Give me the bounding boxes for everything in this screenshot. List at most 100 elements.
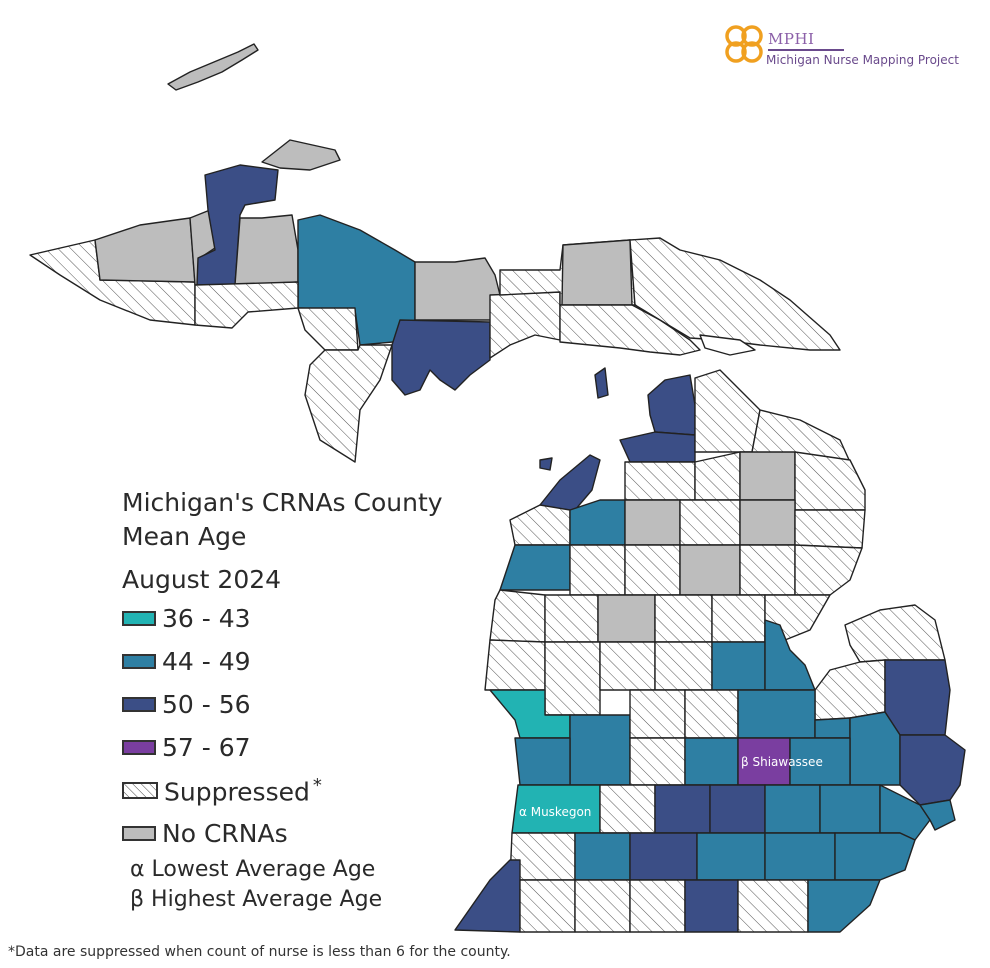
legend-note-highest: β Highest Average Age xyxy=(130,887,383,912)
county-menominee xyxy=(304,344,393,463)
legend-label: 57 - 67 xyxy=(162,733,251,762)
legend-note-lowest: α Lowest Average Age xyxy=(130,857,376,882)
legend-title: Michigan's CRNAs County Mean Age xyxy=(122,488,443,551)
county-newaygo xyxy=(544,641,601,716)
county-barry xyxy=(654,784,711,834)
county-huron xyxy=(844,604,946,663)
county-baraga xyxy=(234,214,299,286)
county-delta xyxy=(391,319,491,396)
county-allegan xyxy=(599,784,656,834)
county-saginaw xyxy=(737,689,816,739)
county-emmet xyxy=(647,374,696,436)
county-macomb xyxy=(919,799,956,831)
map-label-lowest: α Muskegon xyxy=(519,805,591,819)
island-drummond xyxy=(699,334,756,356)
county-mecosta xyxy=(599,641,656,691)
county-clare xyxy=(654,594,713,643)
county-kalamazoo xyxy=(574,832,631,881)
logo-divider xyxy=(768,49,844,51)
legend-swatch xyxy=(122,826,156,841)
county-iosco xyxy=(794,544,863,596)
county-keweenaw-tip xyxy=(261,139,341,171)
island-north-fox xyxy=(539,457,553,471)
county-ottawa xyxy=(514,737,571,786)
county-sanilac xyxy=(884,659,951,736)
county-lake xyxy=(544,594,599,643)
county-washtenaw xyxy=(764,832,836,881)
map-legend: Michigan's CRNAs County Mean Age August … xyxy=(122,486,482,915)
county-montmorency xyxy=(739,451,796,501)
logo-name: MPHI xyxy=(768,30,815,48)
county-gratiot xyxy=(629,689,686,739)
county-alcona xyxy=(794,509,866,549)
island-beaver xyxy=(594,367,609,399)
legend-swatch xyxy=(122,611,156,626)
county-wexford xyxy=(569,544,626,596)
county-tuscola xyxy=(814,659,886,721)
legend-label: 44 - 49 xyxy=(162,647,251,676)
county-ionia xyxy=(684,737,739,786)
legend-label: No CRNAs xyxy=(162,819,288,848)
legend-date: August 2024 xyxy=(122,565,282,594)
county-chippewa xyxy=(629,237,841,351)
county-genesee-north xyxy=(814,717,851,739)
legend-item: 57 - 67 xyxy=(122,726,482,769)
legend-swatch xyxy=(122,740,156,755)
county-wayne xyxy=(834,832,916,881)
legend-item: 44 - 49 xyxy=(122,640,482,683)
legend-item: No CRNAs xyxy=(122,812,482,855)
county-kent xyxy=(629,737,686,786)
county-luce-gray xyxy=(561,239,633,306)
county-st-joseph xyxy=(574,879,631,933)
county-montcalm xyxy=(569,714,631,786)
county-livingston xyxy=(819,784,881,834)
county-schoolcraft xyxy=(489,291,561,359)
county-mason xyxy=(489,589,546,643)
county-oscoda xyxy=(739,499,796,546)
county-grand-traverse xyxy=(569,499,626,546)
county-eaton xyxy=(709,784,766,834)
county-kalkaska xyxy=(624,499,681,546)
county-monroe xyxy=(807,879,881,933)
county-alger xyxy=(414,257,501,321)
county-isabella xyxy=(654,641,713,691)
county-clinton-top xyxy=(684,689,739,739)
county-ingham xyxy=(764,784,821,834)
county-ontonagon xyxy=(94,217,196,283)
county-crawford xyxy=(679,499,741,546)
county-midland xyxy=(711,641,766,691)
county-keweenaw xyxy=(196,164,279,286)
county-lenawee xyxy=(737,879,809,933)
legend-swatch xyxy=(122,697,156,712)
county-osceola xyxy=(597,594,656,643)
county-branch xyxy=(629,879,686,933)
footnote: *Data are suppressed when count of nurse… xyxy=(8,944,511,960)
legend-label: Suppressed * xyxy=(164,774,322,807)
county-oceana xyxy=(484,639,546,691)
county-cheboygan xyxy=(694,369,761,453)
logo-subtitle: Michigan Nurse Mapping Project xyxy=(766,53,959,67)
county-alpena xyxy=(794,451,866,511)
county-iron xyxy=(194,281,299,329)
legend-item: Suppressed * xyxy=(122,769,482,812)
county-roscommon xyxy=(679,544,741,596)
mphi-logo: MPHI Michigan Nurse Mapping Project xyxy=(722,22,972,72)
county-missaukee xyxy=(624,544,681,596)
county-calhoun xyxy=(629,832,698,881)
county-cass xyxy=(519,879,576,933)
county-lapeer xyxy=(849,711,901,786)
county-dickinson xyxy=(297,307,359,351)
county-isle-royale xyxy=(167,43,259,91)
county-st-clair xyxy=(899,734,966,806)
county-ogemaw xyxy=(739,544,796,596)
map-label-highest: β Shiawassee xyxy=(741,755,823,769)
legend-item: 50 - 56 xyxy=(122,683,482,726)
legend-swatch xyxy=(122,654,156,669)
legend-swatch-hatch xyxy=(122,782,158,799)
county-berrien xyxy=(454,859,521,933)
county-otsego xyxy=(694,451,741,501)
county-manistee xyxy=(499,544,571,591)
county-benzie xyxy=(509,504,571,546)
county-jackson xyxy=(696,832,766,881)
